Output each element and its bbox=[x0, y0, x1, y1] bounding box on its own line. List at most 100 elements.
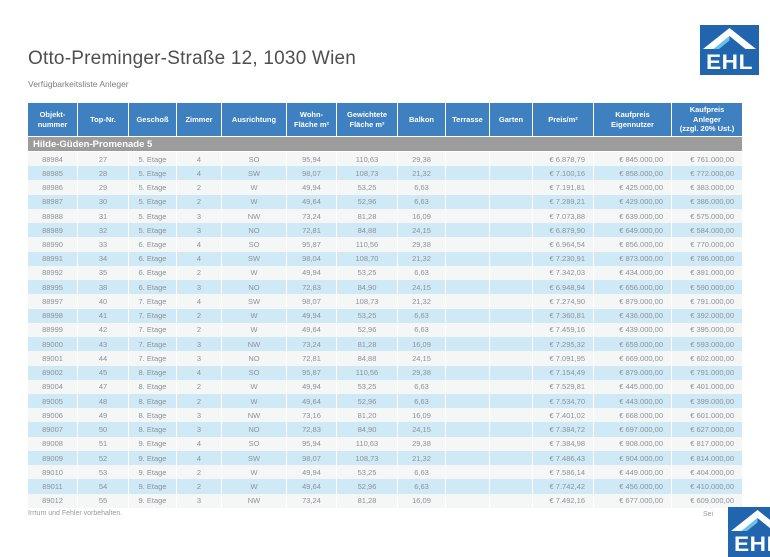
cell-ausrichtung: W bbox=[222, 322, 287, 338]
cell-preis_m2: € 7.274,90 bbox=[533, 294, 594, 309]
cell-objektnummer: 88989 bbox=[28, 223, 78, 238]
cell-kaufpreis_anleger: € 386.000,00 bbox=[690, 197, 734, 207]
cell-geschoss: 9. Etage bbox=[129, 493, 177, 508]
cell-objektnummer: 88995 bbox=[28, 280, 78, 295]
cell-kaufpreis_anleger: € 401.000,00 bbox=[690, 382, 734, 392]
cell-ausrichtung: SO bbox=[222, 237, 287, 252]
cell-gewichtete_flaeche: 53,25 bbox=[337, 379, 398, 394]
cell-balkon: 29,38 bbox=[398, 152, 446, 167]
cell-zimmer: 2 bbox=[177, 194, 222, 209]
cell-objektnummer: 88984 bbox=[28, 152, 78, 167]
cell-preis_m2: € 7.384,72 bbox=[533, 422, 594, 437]
cell-zimmer: 3 bbox=[177, 223, 222, 238]
cell-top_nr: 32 bbox=[78, 223, 129, 238]
cell-garten bbox=[490, 322, 533, 338]
table-row: 89008 51 9. Etage 4 SO 95,94 110,63 29,38 € 7.38… bbox=[28, 436, 742, 451]
cell-top_nr: 51 bbox=[78, 436, 129, 451]
cell-garten bbox=[490, 194, 533, 209]
cell-kaufpreis_eigennutzer: € 669.000,00 bbox=[594, 351, 672, 366]
cell-kaufpreis_eigennutzer: € 649.000,00 bbox=[594, 223, 672, 238]
cell-gewichtete_flaeche: 53,25 bbox=[337, 180, 398, 195]
cell-terrasse bbox=[446, 294, 490, 309]
cell-garten bbox=[490, 351, 533, 366]
cell-kaufpreis_anleger: € 770.000,00 bbox=[690, 240, 734, 250]
cell-objektnummer: 89009 bbox=[28, 450, 78, 466]
cell-balkon: 21,32 bbox=[398, 251, 446, 266]
cell-terrasse bbox=[446, 265, 490, 281]
cell-objektnummer: 88990 bbox=[28, 237, 78, 252]
cell-zimmer: 4 bbox=[177, 166, 222, 181]
cell-kaufpreis_anleger: € 814.000,00 bbox=[690, 453, 734, 463]
table-row: 88992 35 6. Etage 2 W 49,94 53,25 6,63 € 7.342,0… bbox=[28, 265, 742, 281]
cell-gewichtete_flaeche: 108,70 bbox=[337, 251, 398, 266]
cell-kaufpreis_anleger: € 791.000,00 bbox=[690, 368, 734, 378]
cell-kaufpreis_eigennutzer: € 879.000,00 bbox=[594, 294, 672, 309]
column-header-wohnflaeche: Wohn- Fläche m² bbox=[287, 103, 337, 136]
cell-kaufpreis_eigennutzer: € 456.000,00 bbox=[594, 479, 672, 494]
cell-wohnflaeche: 49,64 bbox=[287, 194, 337, 209]
cell-garten bbox=[490, 436, 533, 451]
cell-terrasse bbox=[446, 308, 490, 323]
cell-preis_m2: € 7.492,16 bbox=[533, 493, 594, 508]
cell-kaufpreis_eigennutzer: € 879.000,00 bbox=[594, 365, 672, 380]
table-row: 88999 42 7. Etage 2 W 49,64 52,96 6,63 € 7.459,1… bbox=[28, 322, 742, 338]
column-header-geschoss: Geschoß bbox=[129, 103, 177, 136]
cell-objektnummer: 89008 bbox=[28, 436, 78, 451]
cell-garten bbox=[490, 379, 533, 394]
cell-kaufpreis_eigennutzer: € 439.000,00 bbox=[594, 322, 672, 338]
cell-wohnflaeche: 98,04 bbox=[287, 251, 337, 266]
cell-balkon: 6,63 bbox=[398, 479, 446, 494]
cell-garten bbox=[490, 152, 533, 167]
cell-zimmer: 3 bbox=[177, 408, 222, 423]
cell-top_nr: 48 bbox=[78, 393, 129, 409]
cell-garten bbox=[490, 465, 533, 480]
cell-terrasse bbox=[446, 337, 490, 352]
cell-gewichtete_flaeche: 81,28 bbox=[337, 208, 398, 224]
cell-top_nr: 30 bbox=[78, 194, 129, 209]
cell-kaufpreis_anleger: € 609.000,00 bbox=[690, 496, 734, 506]
cell-garten bbox=[490, 251, 533, 266]
cell-terrasse bbox=[446, 450, 490, 466]
cell-geschoss: 5. Etage bbox=[129, 223, 177, 238]
cell-garten bbox=[490, 166, 533, 181]
cell-garten bbox=[490, 308, 533, 323]
cell-ausrichtung: W bbox=[222, 479, 287, 494]
cell-ausrichtung: W bbox=[222, 194, 287, 209]
cell-kaufpreis_eigennutzer: € 845.000,00 bbox=[594, 152, 672, 167]
cell-preis_m2: € 6.964,54 bbox=[533, 237, 594, 252]
cell-ausrichtung: SO bbox=[222, 365, 287, 380]
cell-balkon: 16,09 bbox=[398, 337, 446, 352]
cell-objektnummer: 89006 bbox=[28, 408, 78, 423]
cell-ausrichtung: W bbox=[222, 379, 287, 394]
cell-kaufpreis_eigennutzer: € 904.000,00 bbox=[594, 450, 672, 466]
table-row: 89000 43 7. Etage 3 NW 73,24 81,28 16,09 € 7.295… bbox=[28, 337, 742, 352]
table-row: 88991 34 6. Etage 4 SW 98,04 108,70 21,32 € 7.23… bbox=[28, 251, 742, 266]
cell-terrasse bbox=[446, 251, 490, 266]
cell-wohnflaeche: 95,94 bbox=[287, 436, 337, 451]
cell-gewichtete_flaeche: 84,90 bbox=[337, 422, 398, 437]
cell-zimmer: 2 bbox=[177, 465, 222, 480]
column-header-garten: Garten bbox=[490, 103, 533, 136]
cell-preis_m2: € 7.091,95 bbox=[533, 351, 594, 366]
cell-ausrichtung: W bbox=[222, 180, 287, 195]
cell-geschoss: 7. Etage bbox=[129, 351, 177, 366]
cell-gewichtete_flaeche: 108,73 bbox=[337, 294, 398, 309]
cell-kaufpreis_eigennutzer: € 856.000,00 bbox=[594, 237, 672, 252]
cell-kaufpreis_anleger: € 391.000,00 bbox=[690, 268, 734, 278]
table-row: 88995 38 6. Etage 3 NO 72,83 84,90 24,15 € 6.948… bbox=[28, 280, 742, 295]
cell-top_nr: 44 bbox=[78, 351, 129, 366]
cell-kaufpreis_anleger: € 601.000,00 bbox=[690, 410, 734, 420]
cell-terrasse bbox=[446, 322, 490, 338]
cell-zimmer: 2 bbox=[177, 180, 222, 195]
cell-gewichtete_flaeche: 81,28 bbox=[337, 337, 398, 352]
cell-terrasse bbox=[446, 408, 490, 423]
cell-garten bbox=[490, 450, 533, 466]
cell-zimmer: 4 bbox=[177, 294, 222, 309]
table-row: 89012 55 9. Etage 3 NW 73,24 81,28 16,09 € 7.492… bbox=[28, 493, 742, 508]
cell-ausrichtung: SO bbox=[222, 436, 287, 451]
cell-garten bbox=[490, 223, 533, 238]
table-row: 88988 31 5. Etage 3 NW 73,24 81,28 16,09 € 7.073… bbox=[28, 208, 742, 224]
cell-terrasse bbox=[446, 280, 490, 295]
cell-preis_m2: € 7.586,14 bbox=[533, 465, 594, 480]
cell-objektnummer: 88985 bbox=[28, 166, 78, 181]
